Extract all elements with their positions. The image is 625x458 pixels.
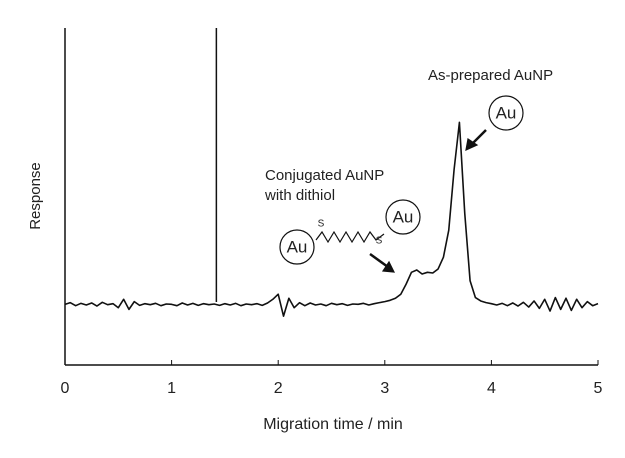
particle: [385, 199, 421, 235]
x-tick-label: 2: [274, 380, 283, 397]
particle-label: Au: [287, 237, 308, 256]
trace: [64, 121, 599, 317]
x-tick-label: 0: [61, 380, 70, 397]
sulfur-label: S: [376, 236, 383, 247]
x-tick-label: 3: [380, 380, 389, 397]
x-axis-label: Migration time / min: [263, 416, 403, 433]
arrowhead: [465, 137, 479, 152]
annotation: with dithiol: [264, 187, 335, 204]
particle-label: Au: [496, 103, 517, 122]
x-tick-label: 4: [487, 380, 496, 397]
x-tick-label: 5: [594, 380, 603, 397]
y-axis-label: Response: [27, 162, 44, 230]
particle-label: Au: [393, 207, 414, 226]
annotation: As-prepared AuNP: [428, 67, 553, 84]
particle: [279, 229, 315, 265]
annotation: Conjugated AuNP: [265, 167, 384, 184]
particle: [488, 95, 524, 131]
sulfur-label: S: [318, 219, 325, 230]
arrowhead: [381, 260, 396, 273]
dithiol-chain: [315, 230, 385, 244]
particle-diagram: [279, 95, 524, 273]
x-tick-label: 1: [167, 380, 176, 397]
arrow: [369, 252, 389, 269]
